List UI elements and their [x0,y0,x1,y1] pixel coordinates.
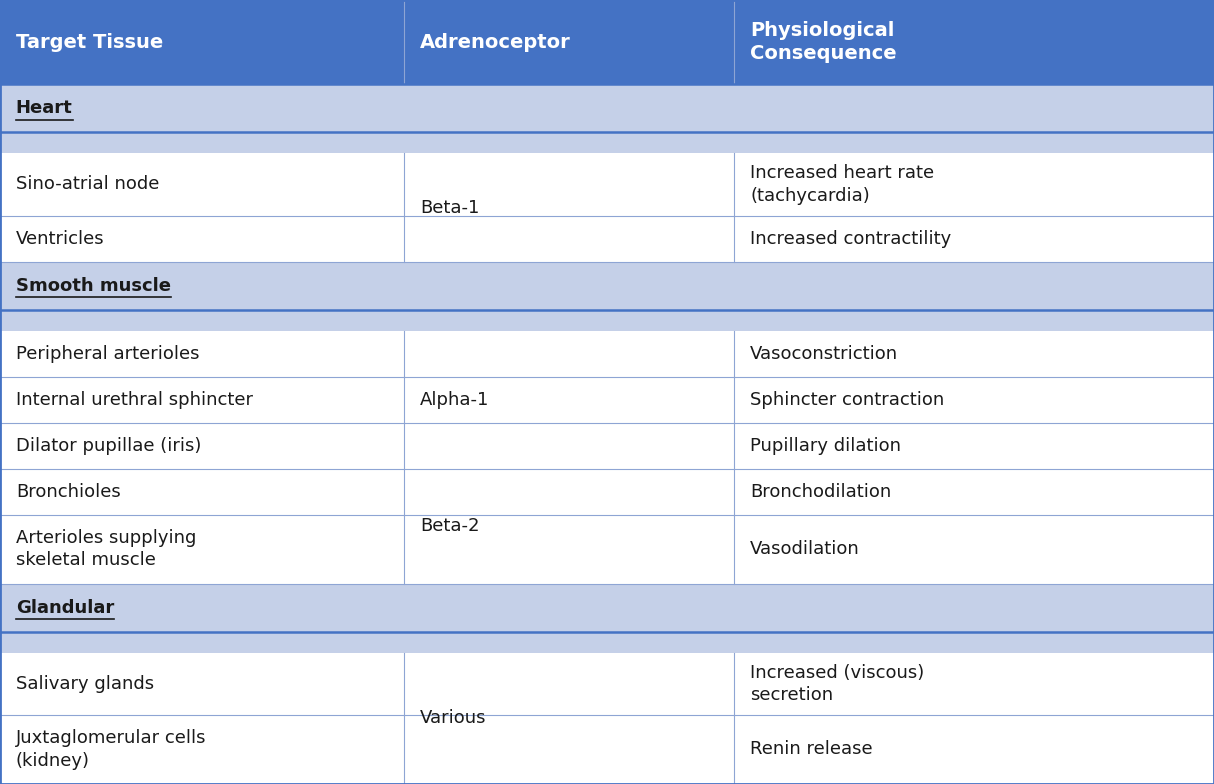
Text: Smooth muscle: Smooth muscle [16,277,171,295]
Text: Target Tissue: Target Tissue [16,33,163,52]
Text: Vasoconstriction: Vasoconstriction [750,345,898,363]
Text: Various: Various [420,710,487,728]
Bar [0,653,1214,715]
Text: Renin release: Renin release [750,741,873,758]
Text: Sphincter contraction: Sphincter contraction [750,390,944,408]
Bar [0,85,1214,132]
Bar [0,331,1214,376]
Text: Peripheral arterioles: Peripheral arterioles [16,345,199,363]
Text: Sino-atrial node: Sino-atrial node [16,176,159,194]
Bar [0,583,1214,632]
Bar [0,262,1214,310]
Text: Salivary glands: Salivary glands [16,675,154,693]
Text: Physiological
Consequence: Physiological Consequence [750,21,897,64]
Bar [0,514,1214,583]
Text: Dilator pupillae (iris): Dilator pupillae (iris) [16,437,202,455]
Text: Alpha-1: Alpha-1 [420,390,489,408]
Bar [0,376,1214,423]
Bar [0,154,1214,216]
Text: Heart: Heart [16,100,73,118]
Bar [0,310,1214,331]
Bar [0,423,1214,469]
Text: Arterioles supplying
skeletal muscle: Arterioles supplying skeletal muscle [16,529,197,569]
Text: Internal urethral sphincter: Internal urethral sphincter [16,390,253,408]
Text: Ventricles: Ventricles [16,230,104,248]
Text: Increased contractility: Increased contractility [750,230,952,248]
Text: Juxtaglomerular cells
(kidney): Juxtaglomerular cells (kidney) [16,729,206,770]
Text: Beta-2: Beta-2 [420,517,480,535]
Text: Increased heart rate
(tachycardia): Increased heart rate (tachycardia) [750,165,935,205]
Text: Bronchioles: Bronchioles [16,483,120,501]
Bar [0,132,1214,154]
Text: Adrenoceptor: Adrenoceptor [420,33,571,52]
Bar [0,715,1214,784]
Text: Vasodilation: Vasodilation [750,540,860,558]
Text: Beta-1: Beta-1 [420,198,480,216]
Text: Glandular: Glandular [16,599,114,617]
Text: Bronchodilation: Bronchodilation [750,483,891,501]
Bar [0,216,1214,262]
Text: Pupillary dilation: Pupillary dilation [750,437,901,455]
Text: Increased (viscous)
secretion: Increased (viscous) secretion [750,664,925,704]
Bar [0,632,1214,653]
Bar [0,0,1214,85]
Bar [0,469,1214,514]
